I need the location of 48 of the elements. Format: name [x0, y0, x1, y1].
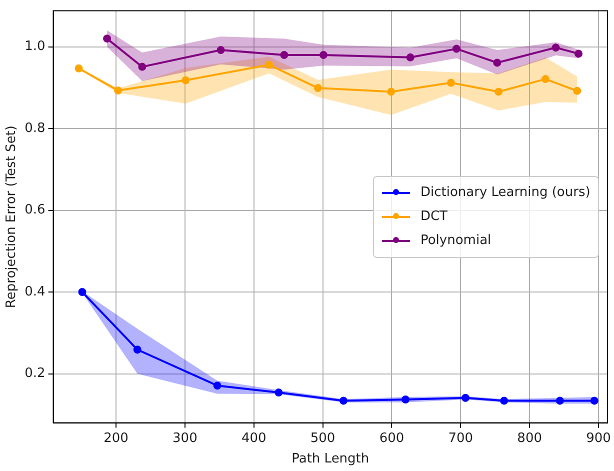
point: [447, 78, 455, 87]
point: [556, 396, 564, 405]
point: [452, 44, 461, 53]
point: [182, 76, 190, 84]
point: [574, 50, 583, 58]
legend-label: Dictionary Learning (ours): [420, 185, 590, 200]
point: [319, 50, 328, 59]
point: [216, 46, 225, 54]
point: [406, 53, 414, 62]
point: [552, 44, 560, 52]
point: [493, 58, 502, 67]
point: [387, 88, 396, 96]
x-axis-title: Path Length: [292, 452, 370, 467]
point: [494, 88, 503, 96]
point: [402, 396, 410, 404]
x-tick-label: 200: [104, 430, 128, 446]
legend-label: Polynomial: [420, 233, 492, 248]
point: [314, 84, 322, 92]
x-tick-label: 600: [379, 430, 404, 446]
x-tick-label: 700: [448, 430, 474, 446]
point: [339, 396, 348, 405]
y-tick-label: 1.0: [24, 39, 46, 54]
x-tick-label: 400: [241, 430, 266, 446]
point: [590, 396, 598, 405]
point: [541, 75, 550, 84]
x-tick-label: 300: [172, 430, 198, 446]
point: [103, 34, 112, 43]
y-axis-title: Reprojection Error (Test Set): [4, 126, 20, 308]
y-tick-label: 0.6: [24, 202, 46, 218]
point: [265, 60, 274, 69]
y-tick-label: 0.4: [24, 284, 46, 300]
x-tick-label: 500: [310, 430, 336, 446]
point: [213, 382, 222, 390]
y-tick-label: 0.8: [24, 120, 46, 136]
point: [280, 50, 288, 59]
point: [114, 86, 122, 95]
point: [573, 86, 582, 95]
x-tick-label: 800: [517, 430, 542, 446]
point: [133, 346, 142, 354]
point: [74, 64, 83, 72]
legend-label: DCT: [420, 209, 448, 224]
point: [138, 62, 146, 71]
x-tick-label: 900: [586, 430, 611, 446]
point: [461, 394, 470, 402]
point: [274, 388, 283, 397]
point: [500, 396, 508, 405]
y-tick-label: 0.2: [24, 366, 46, 382]
point: [78, 288, 86, 296]
